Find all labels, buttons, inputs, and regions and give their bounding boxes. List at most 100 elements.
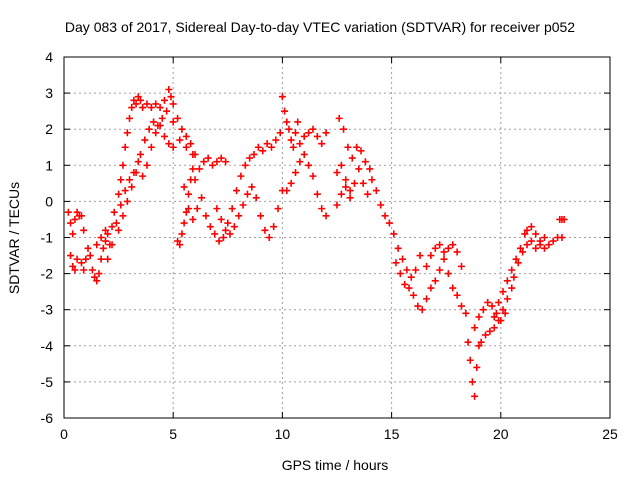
data-point	[119, 212, 127, 220]
data-point	[540, 244, 548, 252]
y-axis-label: SDTVAR / TECUs	[6, 182, 22, 294]
data-point	[217, 154, 225, 162]
x-tick-label: 20	[493, 426, 509, 442]
data-point	[73, 255, 81, 263]
data-point	[178, 230, 186, 238]
data-point	[521, 230, 529, 238]
data-point	[453, 248, 461, 256]
data-point	[130, 96, 138, 104]
data-point	[206, 223, 214, 231]
data-point	[344, 143, 352, 151]
data-point	[333, 201, 341, 209]
data-point	[195, 165, 203, 173]
data-point	[224, 219, 232, 227]
data-point	[211, 230, 219, 238]
data-point	[200, 158, 208, 166]
data-point	[285, 125, 293, 133]
data-point	[427, 252, 435, 260]
y-tick-label: -2	[41, 266, 54, 282]
data-point	[475, 313, 483, 321]
data-point	[143, 161, 151, 169]
data-point	[270, 223, 278, 231]
data-point	[392, 259, 400, 267]
data-point	[233, 187, 241, 195]
data-point	[272, 136, 280, 144]
data-point	[495, 317, 503, 325]
data-point	[333, 169, 341, 177]
data-point	[152, 100, 160, 108]
data-point	[372, 187, 380, 195]
data-point	[123, 197, 131, 205]
data-point	[239, 201, 247, 209]
data-point	[99, 244, 107, 252]
data-point	[95, 270, 103, 278]
data-point	[64, 208, 72, 216]
data-point	[475, 342, 483, 350]
data-point	[226, 230, 234, 238]
data-point	[209, 161, 217, 169]
data-point	[549, 237, 557, 245]
data-point	[337, 190, 345, 198]
data-point	[405, 284, 413, 292]
data-point	[488, 302, 496, 310]
data-point	[128, 183, 136, 191]
data-point	[241, 161, 249, 169]
data-point	[182, 143, 190, 151]
data-point	[292, 129, 300, 137]
data-point	[412, 266, 420, 274]
data-point	[381, 212, 389, 220]
data-point	[115, 226, 123, 234]
y-tick-label: 0	[45, 193, 53, 209]
data-point	[499, 288, 507, 296]
y-tick-label: -6	[41, 410, 54, 426]
data-point	[160, 132, 168, 140]
data-point	[503, 295, 511, 303]
data-point	[84, 244, 92, 252]
y-tick-label: 2	[45, 121, 53, 137]
data-point	[147, 104, 155, 112]
data-point	[101, 226, 109, 234]
data-point	[512, 255, 520, 263]
data-point	[431, 277, 439, 285]
data-point	[318, 205, 326, 213]
data-point	[462, 309, 470, 317]
data-point	[545, 241, 553, 249]
data-point	[468, 378, 476, 386]
data-point	[274, 205, 282, 213]
data-point	[322, 212, 330, 220]
data-point	[182, 132, 190, 140]
data-point	[117, 201, 125, 209]
data-point	[73, 208, 81, 216]
data-point	[69, 262, 77, 270]
y-tick-label: 4	[45, 49, 53, 65]
data-point	[501, 309, 509, 317]
data-point	[486, 327, 494, 335]
data-point	[471, 392, 479, 400]
data-point	[532, 230, 540, 238]
data-point	[359, 179, 367, 187]
data-point	[508, 284, 516, 292]
data-point	[136, 150, 144, 158]
data-point	[318, 140, 326, 148]
data-point	[296, 140, 304, 148]
data-point	[139, 104, 147, 112]
data-point	[348, 154, 356, 162]
data-point	[444, 270, 452, 278]
data-point	[261, 226, 269, 234]
data-point	[254, 143, 262, 151]
data-point	[431, 244, 439, 252]
y-tick-label: -5	[41, 374, 54, 390]
data-point	[145, 125, 153, 133]
data-point	[401, 280, 409, 288]
data-point	[132, 100, 140, 108]
data-point	[355, 165, 363, 173]
data-point	[165, 85, 173, 93]
data-point	[536, 237, 544, 245]
data-point	[558, 234, 566, 241]
data-point	[237, 172, 245, 180]
data-point	[126, 114, 134, 122]
data-point	[187, 140, 195, 148]
data-point	[490, 313, 498, 321]
grid-lines	[64, 57, 610, 418]
data-point	[243, 190, 251, 198]
